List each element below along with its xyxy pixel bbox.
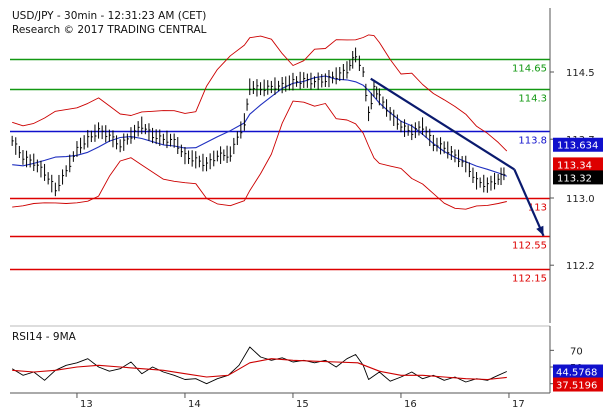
- x-tick-label: 13: [80, 399, 93, 410]
- y-tick-label: 113.0: [566, 194, 595, 205]
- price-tag-box: [553, 170, 603, 185]
- x-tick-label: 15: [296, 399, 309, 410]
- chart-header-credit: Research © 2017 TRADING CENTRAL: [12, 24, 207, 36]
- main-panel: 114.65 114.3 113.8 113 112.55 112.15 114.5 113…: [10, 8, 603, 323]
- chart-header-title: USD/JPY - 30min - 12:31:23 AM (CET): [12, 10, 206, 22]
- downtrend-line: [370, 77, 515, 171]
- level-label-2: 113.8: [518, 136, 547, 147]
- price-tag-box: [553, 157, 603, 172]
- price-tag-label: 113.32: [557, 173, 592, 184]
- main-plot-area: [10, 8, 550, 323]
- rsi-panel-title: RSI14 - 9MA: [12, 331, 77, 343]
- y-tick-label: 114.5: [566, 68, 595, 79]
- x-tick-label: 17: [512, 399, 525, 410]
- rsi-line: [11, 346, 507, 385]
- bollinger-lower-band: [12, 100, 507, 210]
- level-label-5: 112.15: [512, 274, 547, 285]
- rsi-ma-line: [12, 358, 507, 381]
- level-label-0: 114.65: [512, 64, 547, 75]
- rsi-tag-box: [553, 364, 603, 379]
- x-tick-label: 14: [188, 399, 201, 410]
- price-tag-label: 113.34: [557, 160, 592, 171]
- level-label-1: 114.3: [518, 94, 547, 105]
- x-tick-label: 16: [404, 399, 417, 410]
- price-tag-label: 113.634: [557, 141, 598, 152]
- rsi-tag-label: 37.5196: [556, 381, 597, 392]
- projection-arrow-head: [536, 225, 544, 236]
- bollinger-upper-band: [12, 34, 508, 152]
- rsi-tag-box: [553, 377, 603, 392]
- y-tick-label: 112.2: [566, 261, 595, 272]
- rsi-y-tick-label: 70: [570, 346, 583, 357]
- price-tag-box: [553, 137, 603, 152]
- rsi-tag-label: 44.5768: [556, 368, 597, 379]
- price-candles: [11, 47, 506, 197]
- projection-arrow-shaft: [513, 168, 545, 237]
- level-label-4: 112.55: [512, 241, 547, 252]
- level-label-3: 113: [528, 203, 547, 214]
